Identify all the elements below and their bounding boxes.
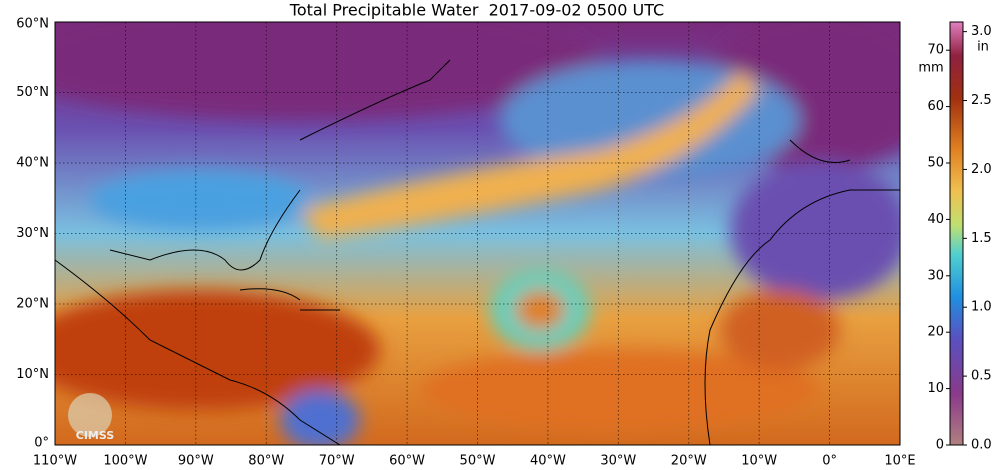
latitude-label: 60°N bbox=[16, 17, 49, 32]
unit-in: in bbox=[977, 40, 989, 55]
latitude-label: 40°N bbox=[16, 156, 49, 171]
mm-tick-label: 50 bbox=[927, 156, 944, 171]
latitude-label: 30°N bbox=[16, 226, 49, 241]
in-tick-label: 1.0 bbox=[971, 300, 992, 315]
mm-tick-label: 40 bbox=[927, 212, 944, 227]
latitude-label: 50°N bbox=[16, 85, 49, 100]
longitude-label: 30°W bbox=[600, 454, 636, 469]
longitude-label: 90°W bbox=[178, 454, 214, 469]
in-tick-label: 3.0 bbox=[971, 24, 992, 39]
mm-tick-label: 20 bbox=[927, 325, 944, 340]
map-frame bbox=[54, 21, 901, 446]
mm-tick-label: 30 bbox=[927, 268, 944, 283]
mm-tick-label: 70 bbox=[927, 43, 944, 58]
logo-text: CIMSS bbox=[76, 429, 115, 442]
colorbar bbox=[949, 21, 964, 446]
logo-emblem bbox=[68, 393, 112, 437]
longitude-label: 10°E bbox=[884, 454, 915, 469]
longitude-label: 40°W bbox=[530, 454, 566, 469]
unit-mm: mm bbox=[918, 61, 943, 76]
in-tick-label: 2.5 bbox=[971, 93, 992, 108]
in-tick-label: 0.5 bbox=[971, 369, 992, 384]
in-tick-label: 1.5 bbox=[971, 231, 992, 246]
longitude-label: 80°W bbox=[248, 454, 284, 469]
longitude-label: 60°W bbox=[389, 454, 425, 469]
longitude-label: 100°W bbox=[103, 454, 147, 469]
longitude-label: 50°W bbox=[460, 454, 496, 469]
mm-tick-label: 0 bbox=[936, 438, 944, 453]
in-tick-label: 2.0 bbox=[971, 162, 992, 177]
latitude-label: 10°N bbox=[16, 367, 49, 382]
in-tick-label: 0.0 bbox=[971, 438, 992, 453]
longitude-label: 0° bbox=[822, 454, 837, 469]
latitude-label: 20°N bbox=[16, 297, 49, 312]
latitude-label: 0° bbox=[34, 436, 49, 451]
map-imagery bbox=[55, 22, 900, 445]
mm-tick-label: 60 bbox=[927, 99, 944, 114]
title: Total Precipitable Water 2017-09-02 0500… bbox=[289, 1, 664, 20]
mm-tick-label: 10 bbox=[927, 381, 944, 396]
longitude-label: 110°W bbox=[33, 454, 77, 469]
graticule bbox=[55, 22, 900, 445]
longitude-label: 20°W bbox=[671, 454, 707, 469]
longitude-label: 70°W bbox=[319, 454, 355, 469]
longitude-label: 10°W bbox=[741, 454, 777, 469]
